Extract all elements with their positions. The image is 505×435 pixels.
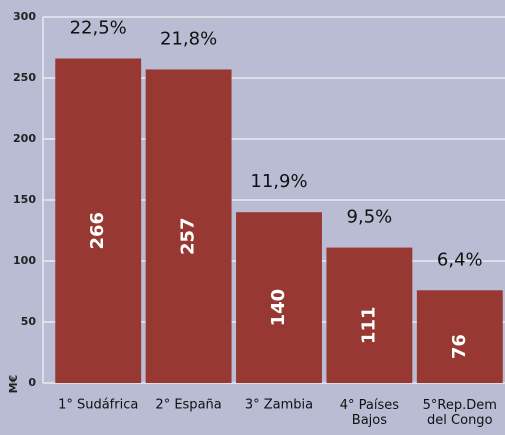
data-label: 140 bbox=[268, 289, 289, 327]
bar bbox=[326, 247, 413, 383]
data-label: 266 bbox=[87, 212, 108, 250]
x-tick-label: 1° Sudáfrica bbox=[58, 398, 138, 413]
annotation: 21,8% bbox=[160, 28, 217, 49]
annotation: 9,5% bbox=[347, 207, 393, 228]
y-axis-label: M€ bbox=[7, 375, 20, 394]
x-tick-label: 5°Rep.Dem del Congo bbox=[423, 398, 497, 428]
annotation: 11,9% bbox=[250, 171, 307, 192]
data-label: 76 bbox=[449, 334, 470, 359]
bar bbox=[236, 212, 322, 383]
bar bbox=[55, 58, 142, 383]
y-tick-label: 150 bbox=[13, 193, 36, 206]
y-tick-label: 50 bbox=[21, 315, 37, 328]
bar bbox=[416, 290, 503, 383]
x-tick-label: 3° Zambia bbox=[245, 398, 313, 413]
annotation: 22,5% bbox=[70, 17, 127, 38]
x-tick-label: 4° Países Bajos bbox=[340, 398, 400, 428]
annotation: 6,4% bbox=[437, 249, 483, 270]
y-tick-label: 250 bbox=[13, 71, 36, 84]
y-tick-label: 0 bbox=[28, 376, 36, 389]
bar bbox=[145, 69, 232, 384]
data-label: 257 bbox=[178, 217, 199, 255]
y-tick-label: 200 bbox=[13, 132, 36, 145]
x-tick-label: 2° España bbox=[155, 398, 221, 413]
data-label: 111 bbox=[358, 307, 379, 345]
y-tick-label: 100 bbox=[13, 254, 36, 267]
y-tick-label: 300 bbox=[13, 10, 36, 23]
